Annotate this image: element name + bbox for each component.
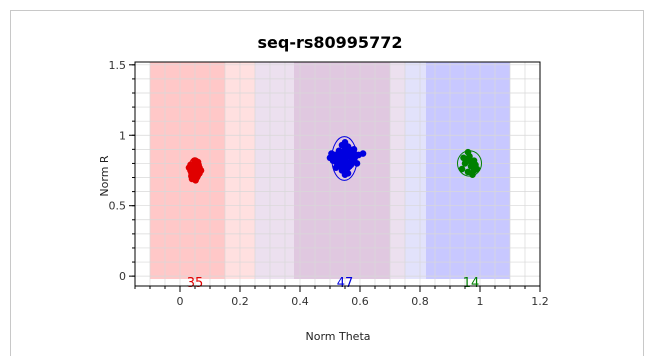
x-tick-label: 0.8 [411, 295, 429, 308]
grid [135, 62, 541, 286]
data-point [458, 165, 466, 173]
cluster-ellipse [457, 150, 482, 177]
data-point [343, 147, 350, 155]
y-tick-label: 1 [119, 129, 126, 142]
axes: 0 0.2 0.4 0.6 0.8 1 1.2 0 0.5 1 1.5 [109, 59, 549, 308]
y-tick-label: 0.5 [109, 200, 127, 213]
x-tick-label: 0.4 [291, 295, 309, 308]
data-point [346, 162, 353, 170]
data-point [193, 172, 201, 180]
data-point [460, 154, 467, 162]
x-tick-label: 1.2 [531, 295, 549, 308]
cluster: 47 [326, 136, 367, 291]
x-tick-label: 0 [177, 295, 184, 308]
clusters: 35 47 14 [185, 136, 482, 291]
data-point [467, 158, 475, 166]
plot-border [134, 61, 541, 287]
y-axis-label: Norm R [98, 155, 111, 196]
data-point [470, 167, 478, 174]
data-point [191, 164, 199, 171]
data-point [464, 148, 472, 156]
cluster-ellipse [187, 157, 203, 183]
x-tick-label: 0.2 [231, 295, 249, 308]
x-tick-label: 0.6 [351, 295, 369, 308]
cluster-count-label: 35 [187, 276, 204, 291]
cluster-ellipse [331, 136, 358, 181]
y-tick-label: 1.5 [109, 59, 127, 72]
cluster-count-label: 14 [463, 276, 480, 291]
data-point [337, 153, 344, 160]
cluster-count-label: 47 [337, 276, 354, 291]
cluster: 35 [185, 157, 205, 291]
data-point [341, 171, 349, 179]
x-tick-label: 1 [477, 295, 484, 308]
data-point [332, 164, 340, 171]
y-tick-label: 0 [119, 270, 126, 283]
data-point [340, 165, 347, 173]
data-point [359, 150, 367, 157]
chart-title: seq-rs80995772 [258, 33, 403, 52]
cluster: 14 [457, 148, 482, 291]
x-axis-label: Norm Theta [305, 330, 370, 343]
